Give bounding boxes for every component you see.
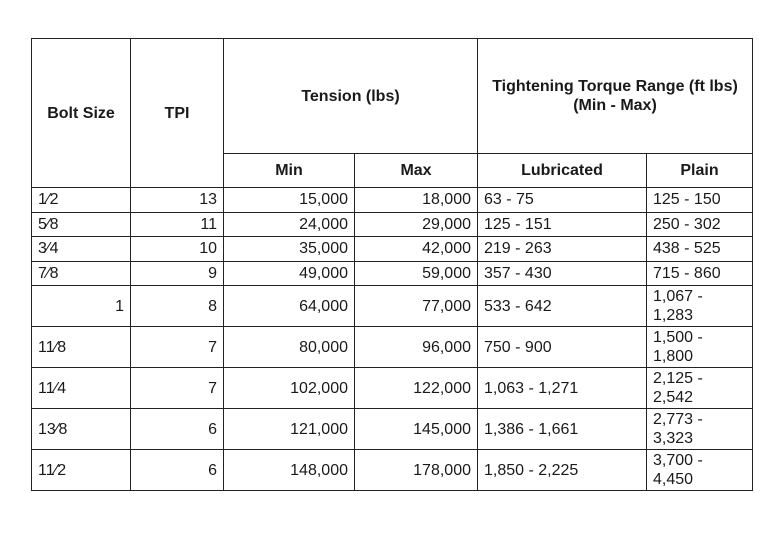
bolt-torque-table: Bolt Size TPI Tension (lbs) Tightening T… <box>31 38 753 491</box>
table-row: 13⁄8 6 121,000 145,000 1,386 - 1,661 2,773 - … <box>31 408 753 450</box>
torque-lubricated-cell: 125 - 151 <box>477 211 647 237</box>
table-row: 11⁄2 6 148,000 178,000 1,850 - 2,225 3,700 - … <box>31 449 753 491</box>
torque-lubricated-cell: 357 - 430 <box>477 260 647 286</box>
torque-lubricated-cell: 1,850 - 2,225 <box>477 449 647 491</box>
table-row: 3⁄4 10 35,000 42,000 219 - 263 438 - 525 <box>31 236 753 262</box>
bolt-size-cell: 5⁄8 <box>31 211 131 237</box>
tension-max-cell: 122,000 <box>354 367 478 409</box>
table-row: 11⁄4 7 102,000 122,000 1,063 - 1,271 2,125 - … <box>31 367 753 409</box>
torque-lubricated-cell: 63 - 75 <box>477 187 647 213</box>
header-max: Max <box>354 153 478 188</box>
table-row: 1⁄2 13 15,000 18,000 63 - 75 125 - 150 <box>31 187 753 213</box>
tpi-cell: 8 <box>130 285 224 327</box>
header-plain: Plain <box>646 153 753 188</box>
tension-max-cell: 145,000 <box>354 408 478 450</box>
tpi-cell: 6 <box>130 449 224 491</box>
tpi-cell: 9 <box>130 260 224 286</box>
tpi-cell: 6 <box>130 408 224 450</box>
tpi-cell: 11 <box>130 211 224 237</box>
torque-plain-cell: 715 - 860 <box>646 260 753 286</box>
torque-plain-cell: 3,700 - 4,450 <box>646 449 753 491</box>
tension-min-cell: 35,000 <box>223 236 355 262</box>
torque-plain-cell: 1,067 - 1,283 <box>646 285 753 327</box>
tension-min-cell: 64,000 <box>223 285 355 327</box>
bolt-size-cell: 11⁄4 <box>31 367 131 409</box>
torque-plain-cell: 2,773 - 3,323 <box>646 408 753 450</box>
tension-max-cell: 96,000 <box>354 326 478 368</box>
torque-plain-cell: 125 - 150 <box>646 187 753 213</box>
bolt-size-cell: 1⁄2 <box>31 187 131 213</box>
header-torque: Tightening Torque Range (ft lbs) (Min - … <box>477 38 753 154</box>
tension-max-cell: 59,000 <box>354 260 478 286</box>
bolt-size-cell: 1 <box>31 285 131 327</box>
bolt-size-cell: 13⁄8 <box>31 408 131 450</box>
tpi-cell: 7 <box>130 326 224 368</box>
tension-min-cell: 24,000 <box>223 211 355 237</box>
header-bolt-size: Bolt Size <box>31 38 131 188</box>
tension-min-cell: 15,000 <box>223 187 355 213</box>
table-row: 7⁄8 9 49,000 59,000 357 - 430 715 - 860 <box>31 260 753 286</box>
tension-max-cell: 18,000 <box>354 187 478 213</box>
table-row: 11⁄8 7 80,000 96,000 750 - 900 1,500 - 1,800 <box>31 326 753 368</box>
torque-lubricated-cell: 533 - 642 <box>477 285 647 327</box>
bolt-size-cell: 11⁄8 <box>31 326 131 368</box>
torque-lubricated-cell: 219 - 263 <box>477 236 647 262</box>
tension-min-cell: 49,000 <box>223 260 355 286</box>
header-min: Min <box>223 153 355 188</box>
tpi-cell: 10 <box>130 236 224 262</box>
torque-lubricated-cell: 1,386 - 1,661 <box>477 408 647 450</box>
tpi-cell: 7 <box>130 367 224 409</box>
torque-plain-cell: 250 - 302 <box>646 211 753 237</box>
header-tension: Tension (lbs) <box>223 38 478 154</box>
table-row: 5⁄8 11 24,000 29,000 125 - 151 250 - 302 <box>31 211 753 237</box>
torque-plain-cell: 2,125 - 2,542 <box>646 367 753 409</box>
tension-max-cell: 42,000 <box>354 236 478 262</box>
header-lubricated: Lubricated <box>477 153 647 188</box>
bolt-size-cell: 7⁄8 <box>31 260 131 286</box>
tension-max-cell: 178,000 <box>354 449 478 491</box>
tension-min-cell: 121,000 <box>223 408 355 450</box>
tpi-cell: 13 <box>130 187 224 213</box>
tension-max-cell: 29,000 <box>354 211 478 237</box>
torque-lubricated-cell: 750 - 900 <box>477 326 647 368</box>
bolt-size-cell: 11⁄2 <box>31 449 131 491</box>
torque-plain-cell: 1,500 - 1,800 <box>646 326 753 368</box>
header-tpi: TPI <box>130 38 224 188</box>
tension-max-cell: 77,000 <box>354 285 478 327</box>
tension-min-cell: 148,000 <box>223 449 355 491</box>
torque-lubricated-cell: 1,063 - 1,271 <box>477 367 647 409</box>
table-row: 1 8 64,000 77,000 533 - 642 1,067 - 1,283 <box>31 285 753 327</box>
torque-plain-cell: 438 - 525 <box>646 236 753 262</box>
tension-min-cell: 102,000 <box>223 367 355 409</box>
tension-min-cell: 80,000 <box>223 326 355 368</box>
bolt-size-cell: 3⁄4 <box>31 236 131 262</box>
